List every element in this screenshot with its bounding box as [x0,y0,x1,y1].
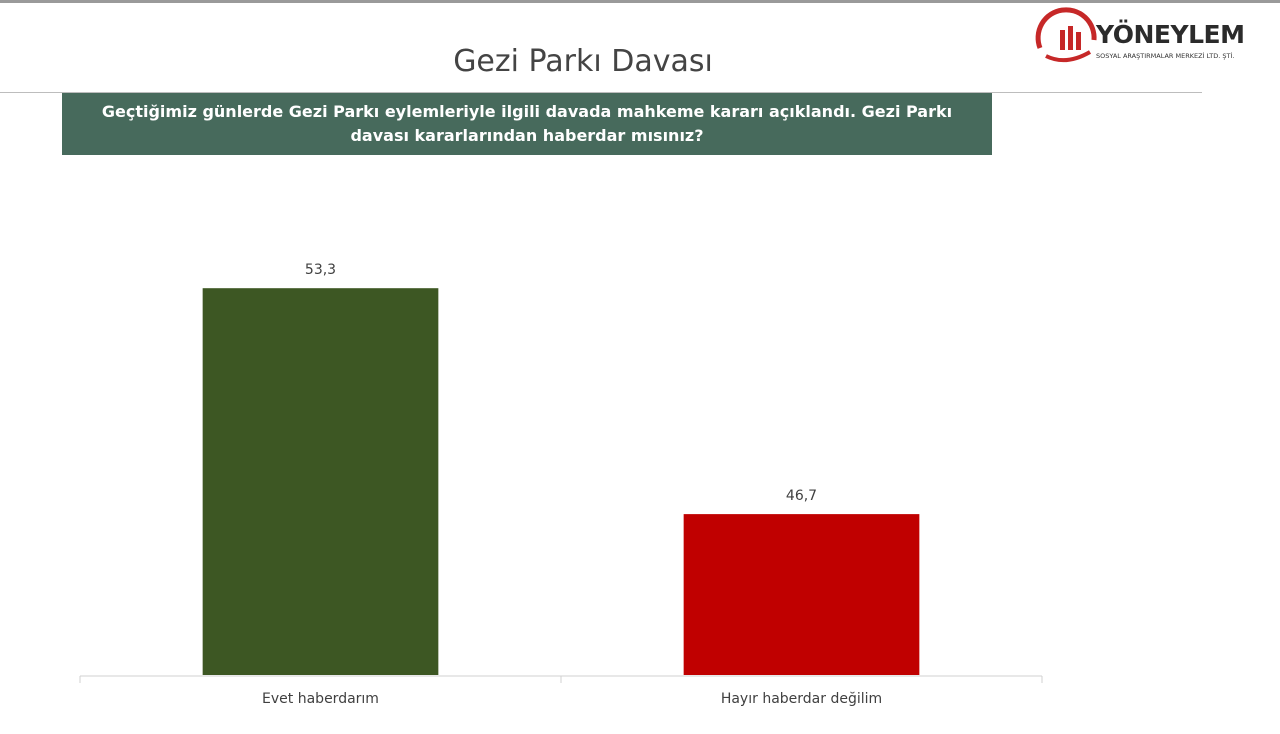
bar [683,514,920,675]
value-label: 46,7 [786,488,817,504]
logo-tagline: SOSYAL ARAŞTIRMALAR MERKEZİ LTD. ŞTİ. [1096,52,1235,60]
bar [202,288,439,675]
title-rule [0,92,1202,93]
logo-mark [1035,7,1097,63]
question-banner: Geçtiğimiz günlerde Gezi Parkı eylemleri… [62,93,992,155]
x-tick-label: Hayır haberdar değilim [721,691,882,707]
value-label: 53,3 [305,262,336,278]
logo-name: YÖNEYLEM [1096,20,1245,49]
chart-title: Gezi Parkı Davası [453,44,713,79]
top-border [0,0,1280,3]
x-tick-label: Evet haberdarım [262,691,379,707]
